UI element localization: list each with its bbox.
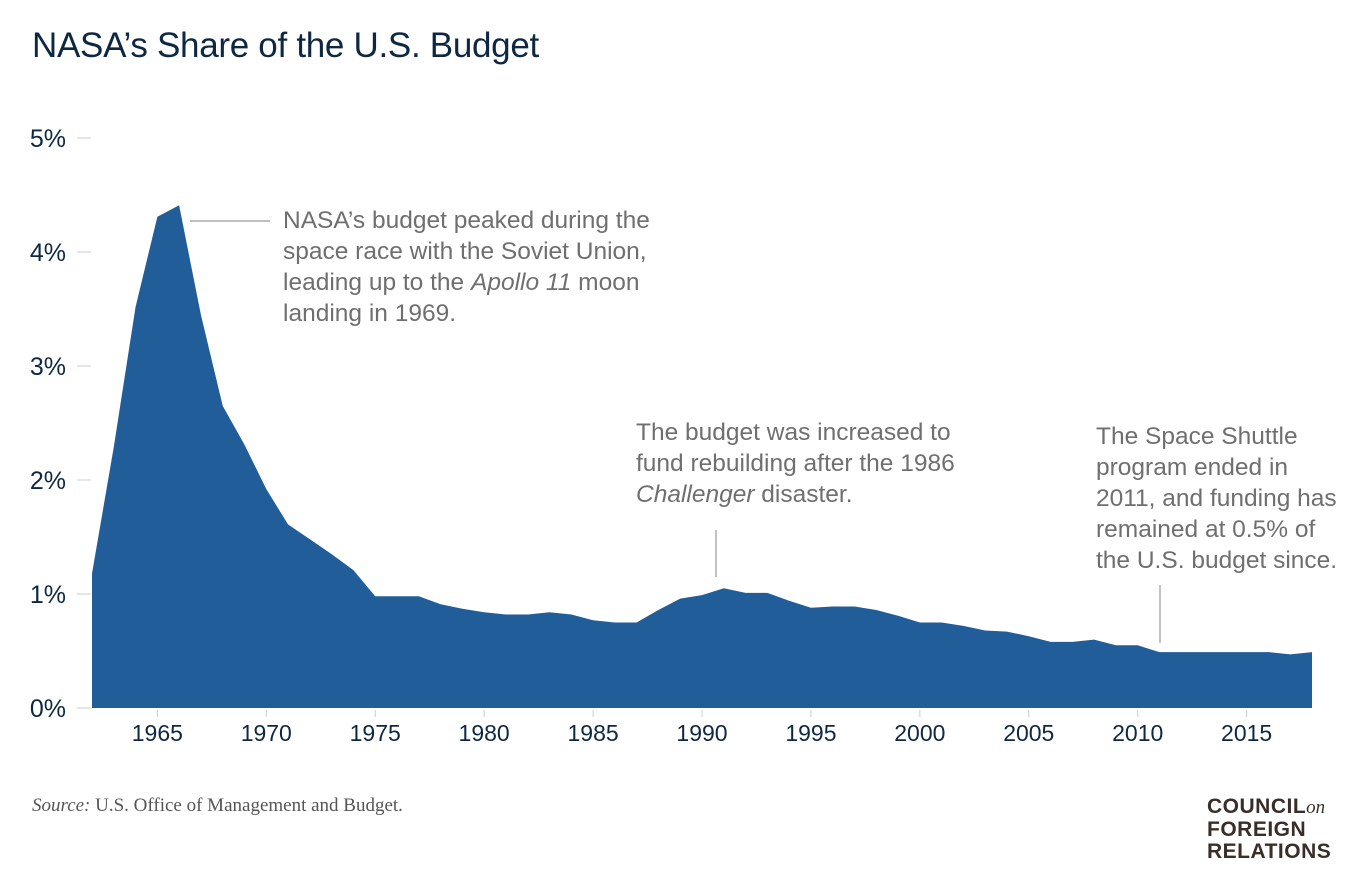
annotation-line: fund rebuilding after the 1986 xyxy=(636,450,955,477)
logo-line-3: RELATIONS xyxy=(1207,840,1332,863)
x-tick-label: 2000 xyxy=(894,720,945,746)
logo-on: on xyxy=(1306,797,1326,818)
annotation-text: The budget was increased to fund rebuildi… xyxy=(636,419,955,508)
x-tick-label: 1970 xyxy=(241,720,292,746)
x-tick-label: 1985 xyxy=(567,720,618,746)
annotation-line: The budget was increased to xyxy=(636,419,951,446)
x-tick-label: 1965 xyxy=(132,720,183,746)
annotation-line: space race with the Soviet Union, xyxy=(283,238,647,265)
y-tick-label: 3% xyxy=(30,353,66,381)
annotation-text: The Space Shuttle program ended in 2011, a… xyxy=(1096,423,1337,574)
chart-title: NASA’s Share of the U.S. Budget xyxy=(32,26,539,65)
annotation-line: landing in 1969. xyxy=(283,300,456,327)
y-tick-label: 1% xyxy=(30,581,66,609)
annotation-text: NASA’s budget peaked during the space rac… xyxy=(283,207,650,327)
annotation-line: program ended in xyxy=(1096,454,1288,481)
x-axis: 1965 1970 1975 1980 1985 1990 1995 2000 2005 2010… xyxy=(132,710,1272,746)
y-tick-label: 5% xyxy=(30,125,66,153)
x-tick-label: 2015 xyxy=(1221,720,1272,746)
annotation-line: the U.S. budget since. xyxy=(1096,547,1337,574)
x-tick-label: 2010 xyxy=(1112,720,1163,746)
x-tick-label: 1975 xyxy=(350,720,401,746)
logo-line-2: FOREIGN xyxy=(1207,818,1307,841)
y-tick-label: 2% xyxy=(30,467,66,495)
x-tick-label: 1995 xyxy=(785,720,836,746)
annotation-line: NASA’s budget peaked during the xyxy=(283,207,650,234)
annotation-line: The Space Shuttle xyxy=(1096,423,1298,450)
source-text: U.S. Office of Management and Budget. xyxy=(90,795,403,816)
annotations: NASA’s budget peaked during the space rac… xyxy=(283,207,1337,574)
annotation-line: 2011, and funding has xyxy=(1096,485,1337,512)
annotation-line: Apollo 11 xyxy=(469,269,571,296)
x-tick-label: 1990 xyxy=(676,720,727,746)
budget-share-area xyxy=(92,205,1312,709)
y-axis: 0% 1% 2% 3% 4% 5% xyxy=(30,125,91,723)
annotation-line: moon xyxy=(571,269,639,296)
y-tick-label: 4% xyxy=(30,239,66,267)
cfr-logo: COUNCILon FOREIGN RELATIONS xyxy=(1207,796,1331,863)
annotation-line: Challenger xyxy=(636,481,755,508)
logo-line-1: COUNCIL xyxy=(1207,795,1307,818)
source-note: Source: U.S. Office of Management and Bu… xyxy=(32,795,403,817)
annotation-line: leading up to the xyxy=(283,269,471,296)
y-tick-label: 0% xyxy=(30,695,66,723)
annotation-line: disaster. xyxy=(755,481,853,508)
x-tick-label: 2005 xyxy=(1003,720,1054,746)
annotation-leaders xyxy=(190,220,1161,643)
x-tick-label: 1980 xyxy=(459,720,510,746)
annotation-line: remained at 0.5% of xyxy=(1096,516,1315,543)
source-label: Source: xyxy=(32,795,91,816)
